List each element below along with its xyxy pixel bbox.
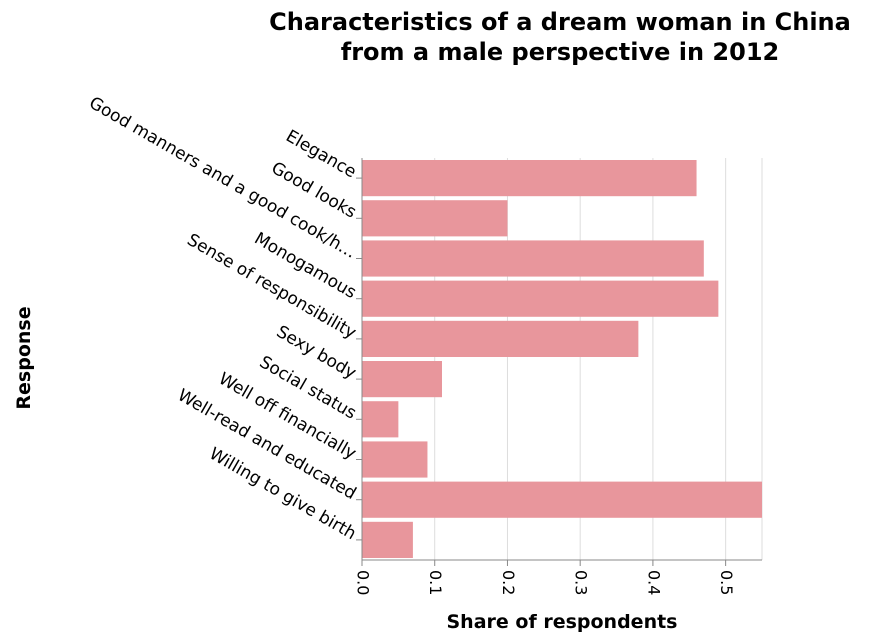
x-tick-label: 0.3 [572, 570, 591, 595]
bar [362, 401, 399, 438]
bar [362, 521, 413, 558]
category-label: Good manners and a good cook/h… [85, 93, 359, 263]
x-tick-label: 0.0 [354, 570, 373, 595]
x-tick-label: 0.5 [717, 570, 736, 595]
bar [362, 200, 508, 237]
x-tick-label: 0.1 [426, 570, 445, 595]
bar [362, 361, 442, 398]
y-axis-title: Response [13, 306, 35, 409]
bar [362, 160, 697, 197]
chart-title-line-2: from a male perspective in 2012 [341, 38, 779, 66]
bars [362, 160, 762, 558]
bar [362, 481, 762, 518]
x-tick-label: 0.2 [499, 570, 518, 595]
chart-title-line-1: Characteristics of a dream woman in Chin… [269, 8, 851, 36]
bar [362, 320, 639, 357]
bar [362, 441, 428, 478]
bar [362, 280, 719, 317]
bar [362, 240, 704, 277]
x-axis-title: Share of respondents [447, 611, 678, 633]
x-tick-label: 0.4 [644, 570, 663, 595]
axes [356, 158, 762, 566]
x-tick-labels: 0.0 0.1 0.2 0.3 0.4 0.5 [354, 570, 737, 595]
